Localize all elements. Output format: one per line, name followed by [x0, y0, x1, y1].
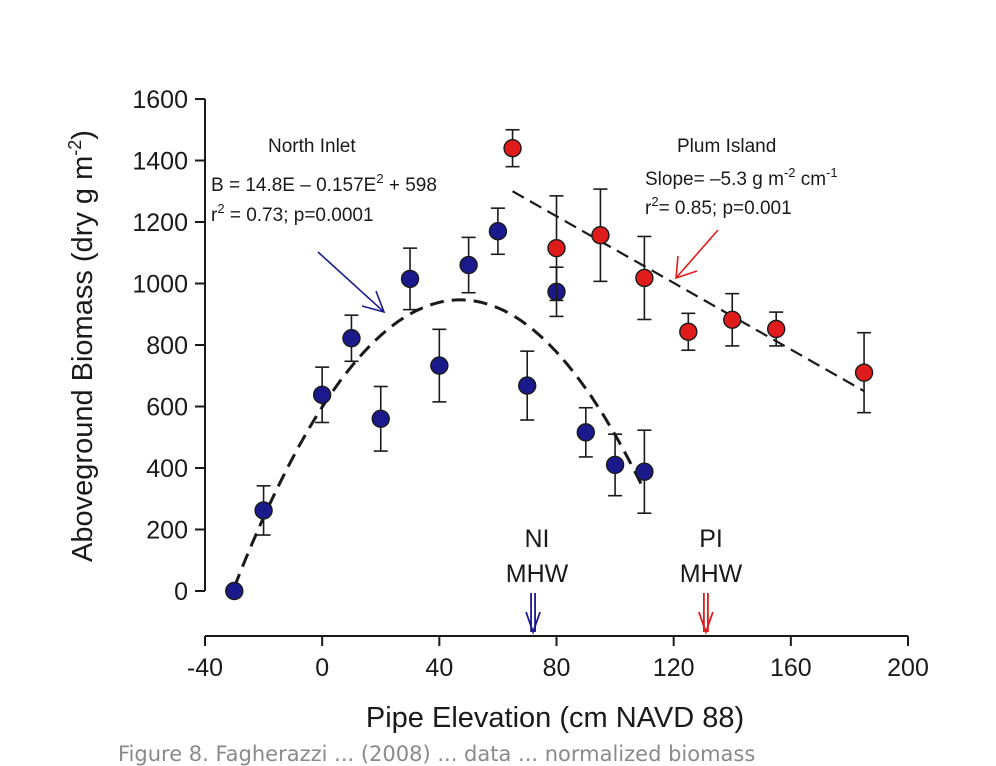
- x-tick-label: 0: [315, 654, 329, 682]
- plum-island-slope: Slope= –5.3 g m-2 cm-1: [645, 165, 838, 190]
- north-inlet-marker: [342, 329, 361, 348]
- north-inlet-data-point: [371, 385, 390, 452]
- figure-caption: Figure 8. Fagherazzi ... (2008) ... data…: [118, 742, 756, 766]
- plum-island-pointer-arrow: [675, 229, 719, 280]
- north-inlet-marker: [254, 501, 273, 520]
- plum-island-data-point: [503, 128, 522, 168]
- plum-island-marker: [503, 138, 522, 158]
- x-tick-label: 40: [425, 654, 453, 682]
- plum-island-data-point: [723, 292, 742, 347]
- plum-island-marker: [723, 310, 742, 329]
- plum-island-marker: [854, 363, 874, 382]
- north-inlet-data-point: [342, 314, 361, 363]
- north-inlet-equation: B = 14.8E – 0.157E2 + 598: [211, 171, 437, 196]
- north-inlet-marker: [371, 409, 390, 428]
- y-tick-label: 1600: [132, 86, 188, 114]
- north-inlet-marker: [430, 356, 449, 375]
- plum-island-data-point: [766, 311, 786, 347]
- y-tick-label: 800: [146, 332, 188, 360]
- x-tick-label: 200: [887, 654, 929, 682]
- ni-mhw-arrow: [525, 593, 541, 635]
- north-inlet-marker: [312, 385, 332, 405]
- plum-island-data-point: [547, 195, 566, 302]
- plum-island-marker: [679, 322, 698, 341]
- x-tick-label: -40: [187, 654, 223, 682]
- y-tick-label: 600: [146, 394, 188, 422]
- y-tick-label: 1200: [132, 209, 188, 237]
- north-inlet-data-point: [635, 429, 654, 515]
- north-inlet-data-point: [400, 247, 420, 311]
- north-inlet-label: North Inlet: [268, 136, 356, 157]
- north-inlet-data-point: [518, 350, 537, 421]
- y-tick-label: 1400: [132, 148, 188, 176]
- y-axis-title: Aboveground Biomass (dry g m-2): [65, 130, 99, 562]
- pi-mhw-arrow: [698, 593, 714, 635]
- north-inlet-marker: [576, 423, 595, 442]
- plum-island-fit-line: [512, 190, 865, 393]
- north-inlet-data-point: [605, 433, 625, 497]
- plum-island-data-point: [854, 331, 874, 414]
- x-tick-label: 80: [543, 654, 571, 682]
- fit-curves: [232, 190, 865, 588]
- ni-mhw-label-2: MHW: [506, 560, 569, 588]
- plum-island-data-point: [679, 312, 698, 352]
- north-inlet-marker: [400, 269, 420, 289]
- north-inlet-marker: [225, 581, 244, 601]
- axes: 0 200 400 600 800 1000 1200 1400 1600 -40 0 40 80 120…: [132, 86, 928, 682]
- north-inlet-marker: [518, 376, 537, 395]
- x-axis-title: Pipe Elevation (cm NAVD 88): [366, 702, 744, 734]
- north-inlet-data-point: [312, 366, 332, 424]
- plum-island-marker: [591, 226, 610, 245]
- pi-mhw-label-2: MHW: [680, 560, 743, 588]
- x-tick-label: 160: [770, 654, 812, 682]
- plum-island-stats: r2= 0.85; p=0.001: [645, 194, 792, 219]
- y-tick-label: 1000: [132, 271, 188, 299]
- north-inlet-data-point: [254, 485, 273, 536]
- y-tick-label: 400: [146, 455, 188, 483]
- north-inlet-data-point: [488, 207, 508, 256]
- north-inlet-stats: r2 = 0.73; p=0.0001: [211, 201, 374, 226]
- north-inlet-data-point: [576, 406, 595, 458]
- pi-mhw-label-1: PI: [699, 525, 723, 553]
- data-points: [225, 128, 874, 601]
- north-inlet-marker: [605, 455, 625, 475]
- north-inlet-data-point: [459, 236, 478, 294]
- north-inlet-fit-curve: [232, 298, 646, 588]
- plum-island-data-point: [591, 188, 610, 283]
- north-inlet-marker: [459, 255, 478, 275]
- ni-mhw-label-1: NI: [525, 525, 550, 553]
- north-inlet-pointer-arrow: [317, 251, 386, 314]
- north-inlet-marker: [488, 222, 508, 241]
- y-tick-label: 0: [174, 578, 188, 606]
- plum-island-label: Plum Island: [677, 136, 776, 157]
- north-inlet-data-point: [430, 328, 449, 403]
- y-tick-label: 200: [146, 517, 188, 545]
- plum-island-data-point: [635, 235, 654, 321]
- north-inlet-data-point: [225, 581, 244, 601]
- x-tick-label: 120: [653, 654, 695, 682]
- north-inlet-marker: [635, 462, 654, 481]
- plum-island-marker: [635, 268, 654, 288]
- plum-island-marker: [547, 238, 566, 258]
- plum-island-marker: [766, 319, 786, 339]
